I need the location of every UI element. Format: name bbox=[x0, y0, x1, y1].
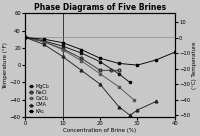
X-axis label: Concentration of Brine (%): Concentration of Brine (%) bbox=[63, 128, 137, 132]
Y-axis label: (°C) Temperature: (°C) Temperature bbox=[192, 41, 197, 89]
Y-axis label: Temperature (°F): Temperature (°F) bbox=[3, 42, 8, 89]
Legend: MgCl₂, NaCl, CaCl₂, CMA, KAc: MgCl₂, NaCl, CaCl₂, CMA, KAc bbox=[28, 83, 50, 115]
Title: Phase Diagrams of Five Brines: Phase Diagrams of Five Brines bbox=[34, 4, 166, 13]
